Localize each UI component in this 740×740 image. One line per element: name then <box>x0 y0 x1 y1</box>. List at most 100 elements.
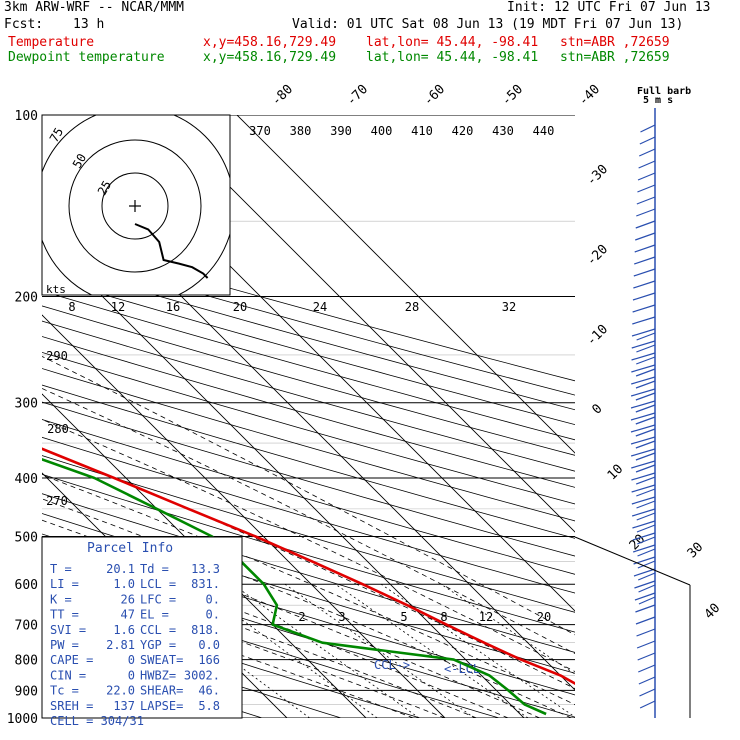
wind-barb <box>635 380 656 389</box>
parcel-info-value: 3002. <box>184 668 220 682</box>
wind-barb <box>630 388 656 397</box>
hodograph-ring-label: 50 <box>70 151 89 171</box>
wind-barb <box>635 452 656 461</box>
mixing-ratio-label: 8 <box>440 610 447 624</box>
wind-barb <box>637 172 656 181</box>
temperature-trace <box>42 447 575 686</box>
wind-barb <box>631 472 656 481</box>
theta-label: 370 <box>249 124 271 138</box>
pressure-tick-label: 700 <box>15 619 38 634</box>
wind-barb <box>634 256 656 265</box>
isotherm-line <box>42 393 367 718</box>
theta-label: 400 <box>371 124 393 138</box>
mixing-ratio-label: 12 <box>479 610 493 624</box>
parcel-info-value: SWEAT= <box>140 653 183 667</box>
wind-barb <box>640 124 656 133</box>
isotherm-line <box>42 314 446 718</box>
wind-barb <box>636 640 656 649</box>
parcel-info-value: 0. <box>206 592 220 606</box>
parcel-info-value: 47 <box>121 608 135 622</box>
wetbulb-label: 28 <box>405 300 419 314</box>
parcel-info-value: 0.0 <box>198 638 220 652</box>
wetbulb-label: 16 <box>166 300 180 314</box>
wind-barb <box>635 220 656 229</box>
wind-barb <box>636 524 656 533</box>
wind-barb <box>635 404 656 413</box>
parcel-info-value: 13.3 <box>191 562 220 576</box>
moist-adiabat-line <box>42 519 540 718</box>
wind-barb <box>636 344 656 353</box>
hodograph-clip <box>42 115 230 295</box>
wind-barb <box>631 364 656 373</box>
parcel-info-value: HWBZ= <box>140 668 176 682</box>
dry-adiabat-line <box>42 473 575 633</box>
parcel-info-value: LFC = <box>140 592 176 606</box>
parcel-info-value: SREH = <box>50 699 93 713</box>
isotherm-label: -70 <box>344 82 371 109</box>
wind-barb <box>636 356 656 365</box>
wind-barb <box>632 520 656 529</box>
wind-barb <box>638 596 656 605</box>
temperature-legend-stn: stn=ABR ,72659 <box>560 35 670 50</box>
parcel-info-value: 1.6 <box>113 623 135 637</box>
wind-label-full-barb: Full barb <box>637 86 691 97</box>
mixing-ratio-line <box>440 583 575 675</box>
isotherm-label: -30 <box>584 162 611 189</box>
theta-label: 440 <box>533 124 555 138</box>
wind-barb <box>630 436 656 445</box>
wind-barb <box>639 688 656 697</box>
wetbulb-label: 24 <box>313 300 327 314</box>
parcel-info-value: CCL = <box>140 623 176 637</box>
parcel-info-value: 818. <box>191 623 220 637</box>
theta-label: 420 <box>452 124 474 138</box>
frame-diagonal <box>574 536 691 586</box>
dry-adiabat-line <box>42 351 575 505</box>
wind-barb <box>637 184 656 193</box>
wind-barb <box>636 628 656 637</box>
parcel-info-value: CIN = <box>50 668 86 682</box>
parcel-info-value: LAPSE= <box>140 699 183 713</box>
hodograph-frame <box>41 114 231 296</box>
wetbulb-label: 12 <box>111 300 125 314</box>
wind-barb <box>633 280 656 289</box>
temperature-legend-latlon: lat,lon= 45.44, -98.41 <box>366 35 539 50</box>
moist-adiabat-line <box>42 448 575 690</box>
fcst-value: 13 h <box>73 17 105 32</box>
parcel-info-value: 5.8 <box>198 699 220 713</box>
theta-left-label: 270 <box>46 494 68 508</box>
mixing-ratio-label: 5 <box>400 610 407 624</box>
parcel-info-value: EL = <box>140 608 169 622</box>
parcel-info-value: 166 <box>198 653 220 667</box>
dry-adiabat-line <box>42 320 575 472</box>
mixing-ratio-label: 2 <box>298 610 305 624</box>
wind-barb <box>630 412 656 421</box>
wind-barb <box>637 536 656 545</box>
dry-adiabat-line <box>42 290 575 441</box>
pressure-tick-label: 500 <box>15 530 38 545</box>
lcl-label: <-LCL <box>444 662 480 676</box>
wind-barb <box>638 160 656 169</box>
wind-barb <box>631 496 656 505</box>
isotherm-label: -10 <box>584 322 611 349</box>
temperature-legend-xy: x,y=458.16,729.49 <box>203 35 337 50</box>
wind-barb <box>631 460 656 469</box>
wind-barb <box>632 532 656 541</box>
wind-barb <box>631 340 656 349</box>
dry-adiabat-line <box>42 305 575 456</box>
wind-barb <box>633 268 656 277</box>
dry-adiabat-line <box>42 276 575 426</box>
theta-left-label: 280 <box>47 422 69 436</box>
wind-barb <box>634 580 656 589</box>
wind-barb <box>632 544 656 553</box>
dry-adiabat-line <box>42 598 421 718</box>
dewpoint-legend-latlon: lat,lon= 45.44, -98.41 <box>366 50 539 65</box>
wind-barb <box>638 584 656 593</box>
dry-adiabat-line <box>42 336 575 488</box>
wind-barb <box>631 376 656 385</box>
wind-barb <box>639 700 656 709</box>
hodograph-ring <box>101 172 169 240</box>
wind-barb <box>634 592 656 601</box>
theta-label: 430 <box>492 124 514 138</box>
